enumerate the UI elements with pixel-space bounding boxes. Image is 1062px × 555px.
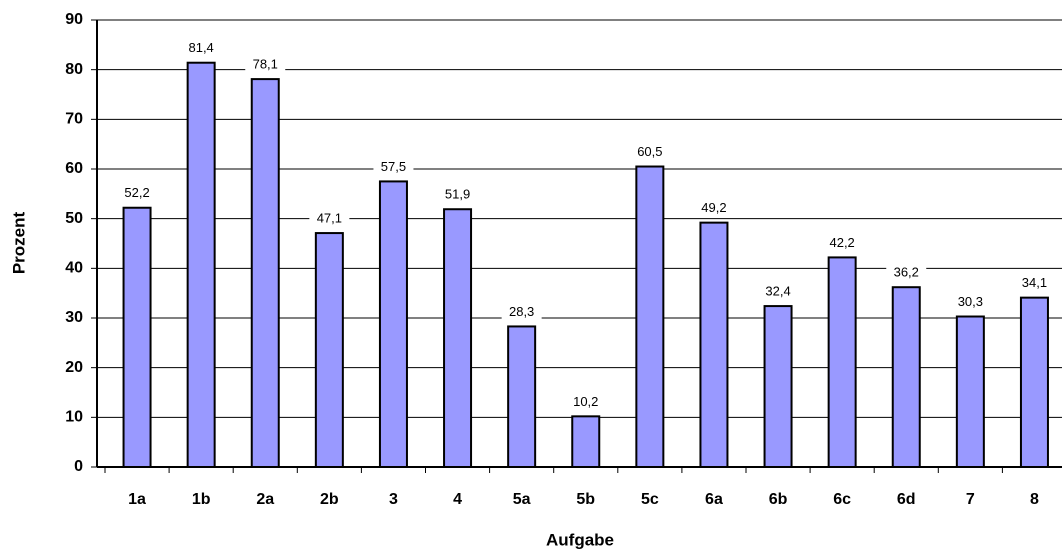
x-tick-label: 8: [1030, 491, 1039, 508]
y-tick-label: 80: [65, 61, 83, 78]
y-tick-label: 30: [65, 309, 83, 326]
value-label-bg: [181, 38, 222, 57]
value-label-bg: [309, 209, 350, 228]
value-label: 10,2: [573, 394, 598, 409]
value-label: 78,1: [253, 57, 278, 72]
value-label: 81,4: [188, 40, 213, 55]
value-label-bg: [117, 183, 158, 202]
y-tick-label: 90: [65, 11, 83, 28]
y-tick-label: 70: [65, 111, 83, 128]
bar: [122, 206, 152, 469]
value-label-bg: [693, 198, 734, 217]
bar: [186, 61, 216, 468]
value-label-bg: [373, 157, 414, 176]
x-tick-label: 6a: [705, 491, 723, 508]
value-label-bg: [565, 392, 606, 411]
bar: [763, 305, 793, 468]
x-tick-label: 2a: [256, 491, 274, 508]
value-label-bg: [886, 263, 927, 282]
value-label: 30,3: [958, 294, 983, 309]
value-label: 51,9: [445, 187, 470, 202]
bar: [507, 325, 537, 468]
value-label-bg: [629, 142, 670, 161]
bar: [955, 315, 985, 469]
value-label: 47,1: [317, 211, 342, 226]
x-tick-label: 6d: [897, 491, 916, 508]
y-tick-label: 10: [65, 409, 83, 426]
x-tick-label: 4: [453, 491, 462, 508]
bar: [443, 208, 473, 468]
bar: [314, 232, 344, 468]
x-tick-label: 5b: [576, 491, 595, 508]
y-tick-label: 0: [74, 458, 83, 475]
bar: [1019, 296, 1049, 468]
bar: [699, 221, 729, 468]
bar: [571, 415, 601, 468]
bar: [378, 180, 408, 469]
value-label: 42,2: [829, 235, 854, 250]
bar: [891, 286, 921, 468]
y-tick-label: 40: [65, 260, 83, 277]
x-tick-label: 6c: [833, 491, 851, 508]
value-label-bg: [758, 282, 799, 301]
value-label-bg: [245, 55, 286, 74]
value-label: 28,3: [509, 304, 534, 319]
x-tick-label: 7: [966, 491, 975, 508]
value-label: 57,5: [381, 159, 406, 174]
value-label-bg: [822, 233, 863, 252]
value-label-bg: [950, 292, 991, 311]
bar: [635, 165, 665, 468]
x-tick-label: 5a: [513, 491, 531, 508]
y-tick-label: 50: [65, 210, 83, 227]
x-tick-label: 6b: [769, 491, 788, 508]
value-label: 52,2: [124, 185, 149, 200]
y-tick-label: 60: [65, 160, 83, 177]
x-tick-label: 5c: [641, 491, 659, 508]
value-label: 32,4: [765, 284, 790, 299]
value-label: 34,1: [1022, 275, 1047, 290]
x-tick-label: 2b: [320, 491, 339, 508]
value-label: 36,2: [894, 265, 919, 280]
x-tick-label: 1a: [128, 491, 146, 508]
y-tick-label: 20: [65, 359, 83, 376]
value-label-bg: [437, 185, 478, 204]
value-label: 49,2: [701, 200, 726, 215]
value-label-bg: [501, 302, 542, 321]
y-axis-label: Prozent: [9, 211, 28, 274]
x-tick-label: 1b: [192, 491, 211, 508]
value-label: 60,5: [637, 144, 662, 159]
x-tick-label: 3: [389, 491, 398, 508]
x-axis-label: Aufgabe: [546, 530, 614, 549]
bar: [250, 78, 280, 468]
value-label-bg: [1014, 273, 1055, 292]
bar: [827, 256, 857, 469]
